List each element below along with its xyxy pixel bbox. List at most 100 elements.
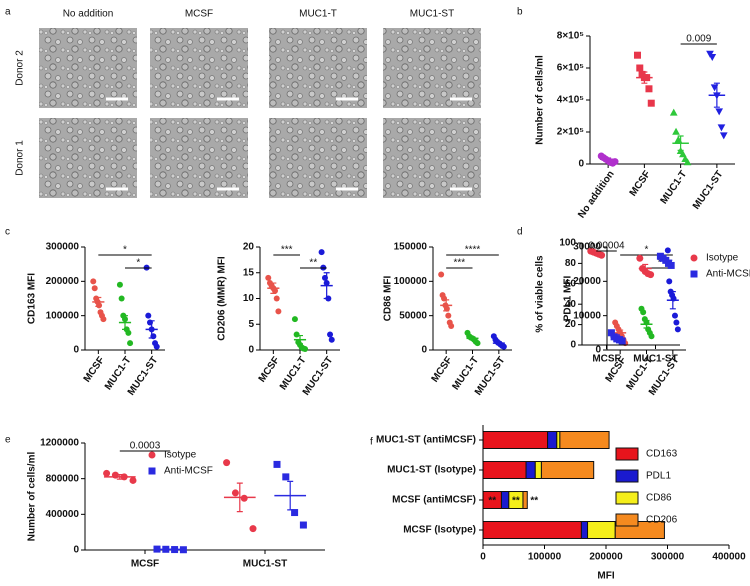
significance-label: * bbox=[123, 245, 127, 256]
data-point bbox=[672, 127, 680, 135]
y-tick-label: 20000 bbox=[573, 276, 601, 287]
micrograph bbox=[383, 28, 481, 108]
panel-letter: c bbox=[5, 227, 10, 238]
data-point bbox=[90, 278, 97, 285]
data-point bbox=[683, 158, 692, 166]
y-tick-label: 10 bbox=[243, 293, 255, 304]
x-tick-label: 400000 bbox=[712, 552, 746, 563]
significance-label: 0.009 bbox=[686, 34, 711, 45]
data-point bbox=[302, 345, 309, 352]
error-bar bbox=[469, 336, 476, 341]
x-tick-label: MCSF bbox=[592, 354, 620, 365]
annotation: ** bbox=[512, 496, 520, 507]
data-point bbox=[679, 150, 687, 158]
y-tick-label: 15 bbox=[243, 267, 255, 278]
data-point bbox=[100, 316, 107, 323]
legend-label: CD86 bbox=[646, 493, 672, 504]
data-point bbox=[127, 340, 134, 347]
bar-segment bbox=[482, 431, 549, 449]
error-bar bbox=[287, 480, 294, 511]
x-tick-label: MCSF bbox=[82, 355, 107, 385]
data-point bbox=[275, 308, 282, 315]
y-axis-label: CD163 MFI bbox=[27, 273, 38, 324]
error-bar bbox=[641, 71, 648, 84]
y-tick-label: 200000 bbox=[46, 276, 80, 287]
error-bar bbox=[605, 157, 612, 162]
legend-swatch bbox=[615, 447, 639, 461]
error-bar bbox=[677, 135, 684, 151]
data-point bbox=[231, 489, 239, 497]
data-point bbox=[636, 64, 644, 72]
data-point bbox=[240, 494, 248, 502]
y-tick-label: 0 bbox=[421, 345, 427, 356]
data-point bbox=[607, 329, 615, 337]
legend-label: CD163 bbox=[646, 449, 678, 460]
y-tick-label: 30000 bbox=[573, 242, 601, 253]
data-point bbox=[125, 329, 132, 336]
bar-segment bbox=[500, 491, 510, 509]
data-point bbox=[666, 278, 673, 285]
y-tick-label: 0 bbox=[595, 345, 601, 356]
significance-label: *** bbox=[281, 245, 293, 256]
y-axis-label: Number of cells/ml bbox=[27, 452, 38, 542]
error-bar bbox=[642, 263, 649, 274]
y-axis-label: CD206 (MMR) MFI bbox=[217, 256, 228, 341]
y-tick-label: 20 bbox=[243, 242, 255, 253]
error-bar bbox=[116, 474, 123, 480]
micrograph bbox=[383, 118, 481, 198]
significance-label: * bbox=[658, 258, 662, 269]
data-point bbox=[273, 460, 281, 468]
error-bar bbox=[443, 299, 450, 312]
y-tick-label: 0 bbox=[73, 345, 79, 356]
data-point bbox=[645, 85, 653, 93]
bar-segment bbox=[482, 461, 527, 479]
data-point bbox=[318, 249, 325, 256]
data-point bbox=[96, 302, 103, 309]
data-point bbox=[445, 312, 452, 319]
data-point bbox=[664, 247, 671, 254]
y-tick-label: 4×10⁵ bbox=[557, 95, 585, 106]
bar-segment bbox=[540, 461, 595, 479]
data-point bbox=[103, 469, 111, 477]
error-bar bbox=[662, 257, 669, 263]
x-tick-label: MCSF bbox=[131, 559, 159, 570]
panel-letter: a bbox=[5, 7, 11, 18]
error-bar bbox=[297, 334, 303, 345]
data-point bbox=[719, 132, 728, 140]
column-label: MUC1-ST bbox=[410, 9, 454, 20]
y-tick-label: 300000 bbox=[46, 242, 80, 253]
data-point bbox=[671, 312, 678, 319]
data-point bbox=[273, 295, 280, 302]
significance-label: * bbox=[645, 245, 649, 256]
y-tick-label: 100 bbox=[559, 238, 576, 249]
data-point bbox=[223, 459, 231, 467]
y-tick-label: 0 bbox=[73, 545, 79, 556]
y-tick-label: 20 bbox=[565, 319, 577, 330]
data-point bbox=[129, 476, 137, 484]
data-point bbox=[474, 340, 481, 347]
column-label: MCSF bbox=[185, 9, 213, 20]
error-bar bbox=[669, 291, 676, 310]
x-tick-label: MUC1-ST bbox=[633, 354, 677, 365]
y-tick-label: 0 bbox=[570, 340, 576, 351]
y-axis-label: CD86 MFI bbox=[383, 275, 394, 321]
data-point bbox=[291, 316, 298, 323]
bar-segment bbox=[534, 461, 542, 479]
y-tick-label: 50000 bbox=[399, 310, 427, 321]
error-bar bbox=[270, 282, 277, 294]
micrograph bbox=[39, 118, 137, 198]
data-point bbox=[438, 271, 445, 278]
data-point bbox=[717, 124, 726, 132]
data-point bbox=[500, 343, 507, 350]
data-point bbox=[153, 343, 160, 350]
legend-swatch bbox=[615, 491, 639, 505]
data-point bbox=[327, 331, 334, 338]
y-tick-label: MUC1-ST (antiMCSF) bbox=[376, 435, 476, 446]
annotation: ** bbox=[488, 496, 496, 507]
error-bar bbox=[613, 334, 620, 340]
row-label: Donor 1 bbox=[15, 140, 26, 176]
bar-segment bbox=[525, 461, 536, 479]
micrograph bbox=[269, 28, 367, 108]
x-tick-label: No addition bbox=[576, 169, 617, 220]
